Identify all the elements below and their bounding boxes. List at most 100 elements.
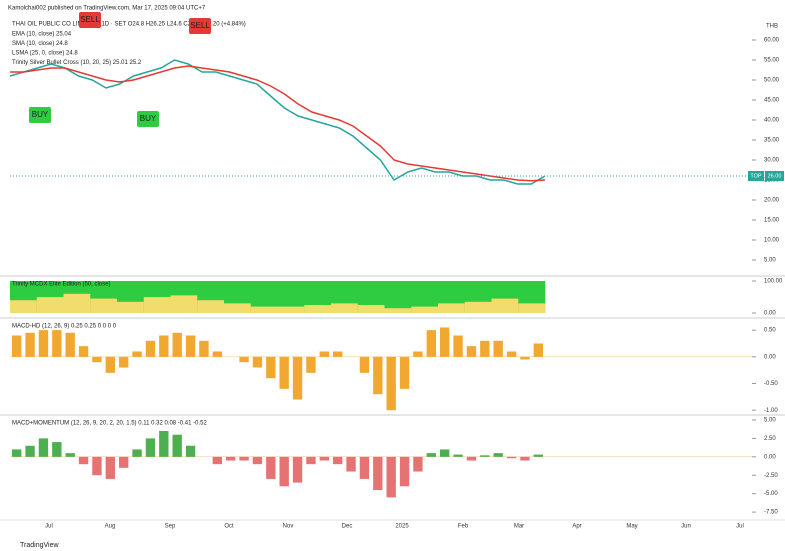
histogram-bar: [65, 332, 75, 357]
histogram-bar: [319, 456, 329, 461]
histogram-bar: [426, 453, 436, 457]
x-tick-label: Feb: [458, 524, 469, 530]
histogram-bar: [333, 351, 343, 357]
histogram-bar: [52, 442, 62, 457]
histogram-bar: [533, 343, 543, 357]
histogram-bar: [105, 456, 115, 479]
histogram-bar: [52, 330, 62, 357]
histogram-bar: [493, 453, 503, 457]
histogram-bar: [399, 456, 410, 487]
histogram-bar: [239, 456, 249, 461]
x-tick-label: Jun: [681, 524, 691, 530]
price-line: [9, 59, 546, 185]
bear-area: [197, 300, 225, 313]
histogram-bar: [319, 351, 329, 357]
histogram-bar: [266, 356, 276, 379]
histogram-bar: [239, 356, 249, 363]
histogram-bar: [212, 351, 222, 357]
y-tick-label: 100.00: [764, 279, 783, 285]
currency: THB: [766, 24, 778, 30]
bear-area: [143, 297, 171, 313]
x-tick-label: Apr: [572, 524, 581, 530]
histogram-bar: [159, 431, 169, 457]
bear-area: [63, 293, 91, 313]
y-tick-label: 2.50: [764, 436, 776, 442]
histogram-bar: [359, 456, 370, 479]
histogram-bar: [440, 449, 450, 457]
symbol-tag: [748, 171, 764, 181]
x-tick-label: Jul: [45, 524, 53, 530]
y-tick-label: 35.00: [764, 138, 780, 144]
histogram-bar: [346, 456, 356, 472]
histogram-bar: [333, 456, 343, 465]
histogram-bar: [132, 449, 142, 457]
bear-area: [170, 295, 198, 313]
histogram-bar: [185, 445, 196, 457]
y-tick-label: -0.50: [764, 381, 778, 387]
bear-area: [491, 298, 519, 313]
y-tick-label: -5.00: [764, 491, 778, 497]
histogram-bar: [12, 449, 22, 457]
signal-box: [29, 107, 51, 123]
bear-area: [464, 301, 492, 313]
bear-area: [518, 303, 546, 313]
x-tick-label: Jul: [736, 524, 744, 530]
histogram-bar: [453, 454, 463, 457]
histogram-bar: [132, 351, 142, 357]
bear-area: [224, 303, 252, 313]
histogram-bar: [413, 351, 423, 357]
signal-box: [189, 18, 211, 34]
y-tick-label: 60.00: [764, 38, 780, 44]
histogram-bar: [38, 330, 49, 357]
histogram-bar: [533, 454, 543, 457]
histogram-bar: [92, 356, 102, 363]
signal-label: BUY: [32, 110, 49, 119]
histogram-bar: [386, 356, 396, 411]
panel-title: THAI OIL PUBLIC CO LIMITED · 1D · SET O2…: [12, 22, 246, 28]
histogram-bar: [373, 356, 383, 395]
histogram-bar: [480, 455, 490, 457]
bear-area: [331, 303, 359, 313]
legend-entry: EMA (10, close) 25.04: [12, 32, 72, 38]
histogram-bar: [466, 346, 477, 357]
x-tick-label: Sep: [165, 524, 176, 530]
histogram-bar: [359, 356, 370, 373]
legend-entry: Trinity Silver Bullet Cross (10, 20, 25)…: [12, 60, 142, 66]
histogram-bar: [386, 456, 396, 498]
histogram-bar: [212, 456, 222, 465]
signal-box: [79, 12, 101, 28]
bear-area: [357, 305, 385, 313]
y-tick-label: 15.00: [764, 218, 780, 224]
panel-title: MACD+MOMENTUM (12, 26, 9, 20, 2, 20, 1.5…: [12, 421, 207, 427]
x-tick-label: 2025: [395, 524, 409, 530]
y-tick-label: 5.00: [764, 418, 776, 424]
y-tick-label: 40.00: [764, 118, 780, 124]
histogram-bar: [185, 335, 196, 357]
x-tick-label: Oct: [224, 524, 234, 530]
price-tag-text: 26.00: [768, 173, 782, 179]
x-tick-label: May: [626, 524, 637, 530]
histogram-bar: [292, 456, 303, 483]
histogram-bar: [252, 356, 263, 368]
y-tick-label: 45.00: [764, 98, 780, 104]
histogram-bar: [413, 456, 423, 472]
legend-entry: LSMA (25, 0, close) 24.8: [12, 51, 78, 57]
histogram-bar: [306, 456, 316, 465]
histogram-bar: [266, 456, 276, 479]
histogram-bar: [279, 456, 289, 487]
y-tick-label: 20.00: [764, 198, 780, 204]
bear-area: [438, 303, 466, 313]
y-tick-label: 0.00: [764, 311, 776, 317]
histogram-bar: [92, 456, 102, 476]
bull-area: [384, 281, 412, 313]
histogram-bar: [119, 356, 129, 368]
panel-title: MACD-HD (12, 26, 9) 0.25 0.25 0 0 0 0: [12, 324, 117, 330]
price-tag: [765, 171, 784, 181]
x-tick-label: Mar: [514, 524, 524, 530]
histogram-bar: [105, 356, 115, 373]
histogram-bar: [25, 445, 35, 457]
x-tick-label: Nov: [283, 524, 294, 530]
price-line: [10, 65, 546, 182]
y-tick-label: 0.00: [764, 354, 776, 360]
